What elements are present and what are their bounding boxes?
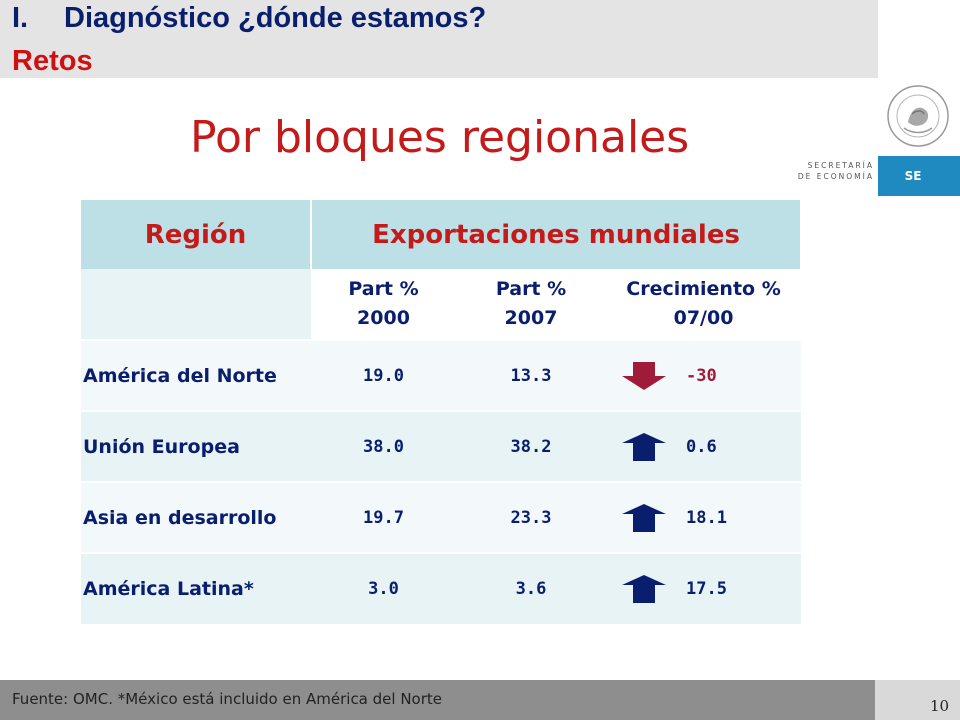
se-badge: SE (878, 156, 960, 196)
part-2000-cell: 38.0 (311, 410, 456, 482)
page-title: Por bloques regionales (190, 112, 690, 163)
section-title: Diagnóstico ¿dónde estamos? (64, 2, 487, 34)
part-2000-cell: 19.7 (311, 481, 456, 553)
section-heading: I. Diagnóstico ¿dónde estamos? (12, 2, 486, 35)
subheader-growth-line1: Crecimiento % (626, 278, 781, 300)
table-row: América Latina* 3.0 3.6 17.5 (81, 552, 802, 624)
table-row: Unión Europea 38.0 38.2 0.6 (81, 410, 802, 482)
arrow-up-icon (622, 575, 666, 603)
growth-cell: 18.1 (606, 481, 802, 553)
region-cell: América del Norte (81, 339, 311, 411)
subheader-blank (81, 269, 311, 340)
ministry-name: SECRETARÍA DE ECONOMÍA (790, 160, 874, 182)
part-2007-cell: 13.3 (456, 339, 606, 411)
region-cell: Asia en desarrollo (81, 481, 311, 553)
part-2007-cell: 23.3 (456, 481, 606, 553)
subheader-growth-line2: 07/00 (673, 307, 734, 329)
subheader-part-2007-line2: 2007 (504, 307, 558, 329)
header-region: Región (81, 200, 312, 269)
page-number: 10 (930, 697, 950, 715)
subheader-part-2000-line2: 2000 (357, 307, 410, 329)
national-seal-icon (887, 85, 949, 147)
arrow-down-icon (622, 361, 666, 390)
growth-value: 17.5 (686, 579, 727, 599)
section-number: I. (12, 2, 29, 34)
growth-value: 0.6 (686, 436, 717, 457)
growth-value: -30 (686, 365, 717, 386)
ministry-line1: SECRETARÍA (807, 161, 874, 170)
part-2007-cell: 3.6 (456, 552, 606, 624)
subheader-growth: Crecimiento % 07/00 (606, 269, 802, 340)
subheader-part-2000-line1: Part % (348, 278, 419, 300)
growth-cell: -30 (606, 339, 802, 411)
table-subheader-row: Part % 2000 Part % 2007 Crecimiento % 07/00 (81, 269, 802, 340)
table-row: América del Norte 19.0 13.3 -30 (81, 339, 802, 411)
growth-value: 18.1 (686, 507, 727, 528)
exports-table: Región Exportaciones mundiales Part % 200… (81, 200, 803, 624)
region-cell: Unión Europea (81, 410, 311, 482)
subheader-part-2000: Part % 2000 (311, 269, 456, 340)
source-note: Fuente: OMC. *México está incluido en Am… (12, 690, 443, 708)
subheader-part-2007-line1: Part % (495, 278, 567, 300)
arrow-up-icon (622, 432, 666, 461)
part-2007-cell: 38.2 (456, 410, 606, 482)
footer-source-band (0, 680, 875, 720)
growth-cell: 17.5 (606, 552, 802, 624)
subheader-part-2007: Part % 2007 (456, 269, 606, 340)
table-header-row: Región Exportaciones mundiales (81, 200, 803, 269)
growth-cell: 0.6 (606, 410, 802, 482)
header-exports: Exportaciones mundiales (311, 200, 803, 269)
section-subtitle: Retos (12, 45, 93, 77)
table-row: Asia en desarrollo 19.7 23.3 18.1 (81, 481, 802, 553)
header-band (0, 0, 878, 78)
ministry-line2: DE ECONOMÍA (797, 172, 874, 181)
part-2000-cell: 3.0 (311, 552, 456, 624)
arrow-up-icon (622, 503, 666, 532)
part-2000-cell: 19.0 (311, 339, 456, 411)
region-cell: América Latina* (81, 552, 311, 624)
